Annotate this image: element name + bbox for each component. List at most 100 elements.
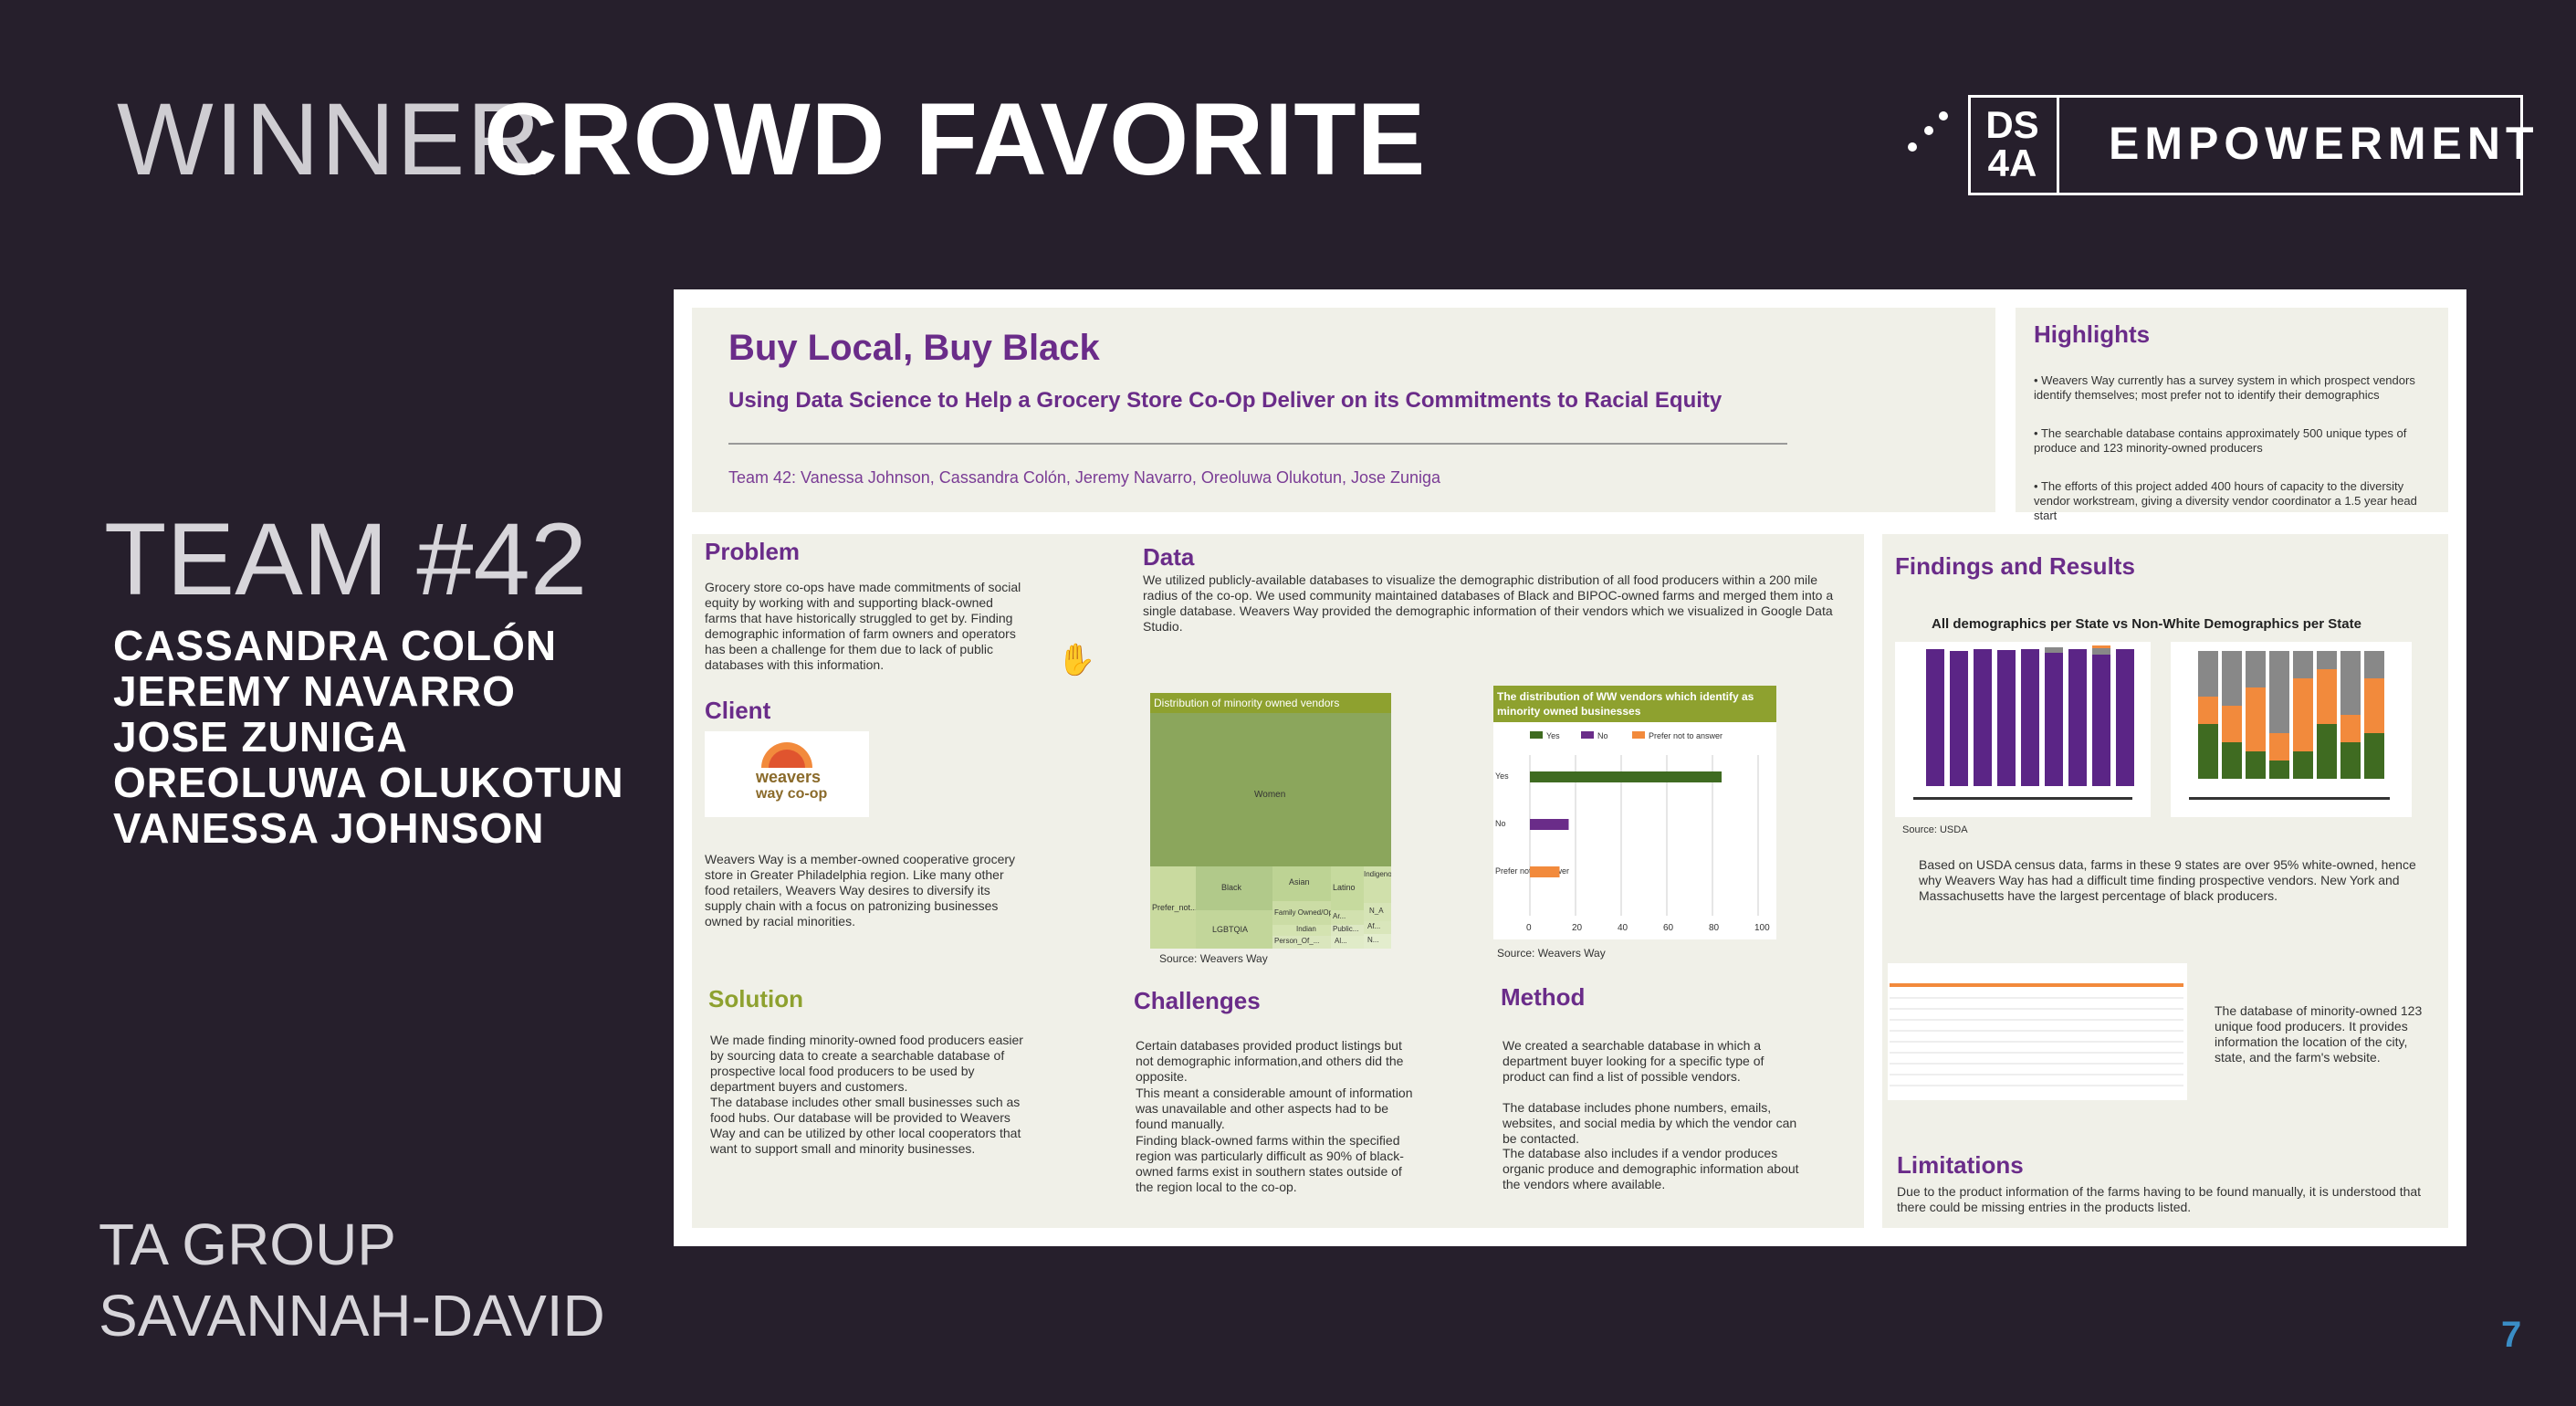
legend-label: Yes [1546,731,1560,740]
method-text-2: The database includes phone numbers, ema… [1503,1100,1797,1146]
treemap-chart: Distribution of minority owned vendors W… [1150,693,1391,958]
logo-4a-text: 4A [1987,142,2037,184]
data-text: We utilized publicly-available databases… [1143,572,1834,634]
ds4a-logo [1968,95,2523,195]
x-tick-label: 40 [1618,923,1628,933]
x-tick-label: 60 [1663,923,1674,933]
treemap-cell-family: Family Owned/Operated [1272,901,1331,925]
ds4a-logo-mark: DS 4A [1968,95,2059,195]
treemap-cell-indigenous: Indigenous [1364,866,1391,903]
database-header-bar [1890,983,2183,987]
data-title: Data [1143,543,1195,571]
poster-title: Buy Local, Buy Black [728,328,1100,368]
bar-no [1530,819,1569,830]
x-tick-label: 20 [1572,923,1583,933]
treemap-cell-person: Person_Of_... [1272,936,1331,949]
team-member: OREOLUWA OLUKOTUN [113,759,624,806]
legend-swatch [1530,731,1543,739]
treemap-cell-prefer: Prefer_not... [1150,866,1198,949]
database-rows [1890,997,2183,1086]
team-member: JOSE ZUNIGA [113,713,408,761]
x-tick-label: 100 [1754,923,1770,933]
challenges-text-3: Finding black-owned farms within the spe… [1136,1133,1404,1194]
treemap-title: Distribution of minority owned vendors [1150,693,1391,713]
treemap-cell-lgbtqia: LGBTQIA [1196,910,1272,949]
treemap-cell-public: Public... [1331,925,1364,936]
x-tick-label: 80 [1709,923,1720,933]
bar-chart-source: Source: Weavers Way [1497,947,1606,960]
limitations-title: Limitations [1897,1151,2024,1179]
legend-label: No [1597,731,1608,740]
treemap-cell-af: Af... [1364,921,1391,934]
client-logo-icon [761,742,812,768]
logo-program-name: EMPOWERMENT [2109,118,2539,169]
y-tick-label: Yes [1495,771,1509,781]
database-preview [1888,963,2187,1100]
x-tick-label: 0 [1526,923,1532,933]
logo-ds-text: DS [1985,103,2039,146]
title-divider [728,443,1787,445]
challenges-text-2: This meant a considerable amount of info… [1136,1086,1413,1131]
highlight-item: • Weavers Way currently has a survey sys… [2034,373,2415,402]
winner-label: WINNER [117,82,543,196]
bar-chart: The distribution of WW vendors which ide… [1493,686,1776,939]
team-member: CASSANDRA COLÓN [113,622,558,669]
treemap-cell-indian: Indian [1272,925,1331,936]
challenges-text-1: Certain databases provided product listi… [1136,1038,1404,1084]
y-tick-label: No [1495,819,1506,828]
findings-chart-all [1895,642,2151,817]
findings-chart-nonwhite-plot [2189,651,2390,800]
challenges-title: Challenges [1134,987,1261,1014]
client-text: Weavers Way is a member-owned cooperativ… [705,852,1016,929]
legend-swatch [1632,731,1645,739]
method-text-1: We created a searchable database in whic… [1503,1038,1764,1084]
findings-title: Findings and Results [1895,552,2135,580]
poster: Buy Local, Buy Black Using Data Science … [674,289,2466,1246]
bar-chart-title: The distribution of WW vendors which ide… [1493,686,1776,722]
poster-subtitle: Using Data Science to Help a Grocery Sto… [728,388,1723,413]
limitations-text: Due to the product information of the fa… [1897,1184,2422,1214]
crowd-favorite-label: CROWD FAVORITE [484,82,1427,196]
bar-prefer-not-to-answer [1530,866,1560,877]
treemap-cell-al: Al... [1331,936,1364,949]
findings-chart-all-plot [1913,645,2138,800]
team-number: TEAM #42 [104,502,588,616]
highlights-panel: Highlights • Weavers Way currently has a… [2016,308,2448,522]
findings-source: Source: USDA [1902,824,1968,835]
findings-text: Based on USDA census data, farms in thes… [1919,857,2416,903]
logo-dots-icon [1908,108,1953,153]
legend-label: Prefer not to answer [1649,731,1723,740]
main-panel: Problem Grocery store co-ops have made c… [692,534,1864,1228]
title-panel: Buy Local, Buy Black Using Data Science … [692,308,1995,512]
method-text-3: The database also includes if a vendor p… [1503,1146,1799,1191]
treemap-cell-latino: Latino [1331,866,1364,910]
client-logo-text-1: weavers [756,768,822,786]
page-number: 7 [2501,1315,2522,1355]
method-title: Method [1501,983,1586,1011]
database-text: The database of minority-owned 123 uniqu… [2215,1003,2423,1065]
treemap-cell-ar: Ar... [1331,910,1364,925]
client-title: Client [705,697,771,724]
treemap-label: Women [1254,790,1286,800]
highlight-item: • The searchable database contains appro… [2034,426,2407,455]
team-member: VANESSA JOHNSON [113,804,545,852]
findings-chart-nonwhite [2171,642,2412,817]
findings-panel: Findings and Results All demographics pe… [1882,534,2448,1228]
solution-text-1: We made finding minority-owned food prod… [710,1033,1023,1094]
solution-title: Solution [708,985,803,1013]
client-logo-text-2: way co-op [756,786,828,802]
treemap-cell-na: N_A [1364,903,1391,921]
treemap-source: Source: Weavers Way [1159,952,1268,965]
solution-text-2: The database includes other small busine… [710,1095,1021,1156]
poster-team-line: Team 42: Vanessa Johnson, Cassandra Coló… [728,468,1441,487]
findings-chart-title: All demographics per State vs Non-White … [1932,616,2361,632]
treemap-cell-n: N... [1364,934,1391,949]
bar-chart-plot: Yes No Prefer not to answer 0 20 40 60 80 100 Yes… [1495,731,1770,933]
bar-yes [1530,771,1722,782]
treemap-cell-women: Women [1150,713,1391,866]
highlight-item: • The efforts of this project added 400 … [2034,479,2417,522]
problem-text: Grocery store co-ops have made commitmen… [705,580,1021,672]
ta-group-label: TA GROUP [99,1212,396,1277]
legend-swatch [1581,731,1594,739]
hand-cursor-icon: ✋ [1057,643,1096,677]
